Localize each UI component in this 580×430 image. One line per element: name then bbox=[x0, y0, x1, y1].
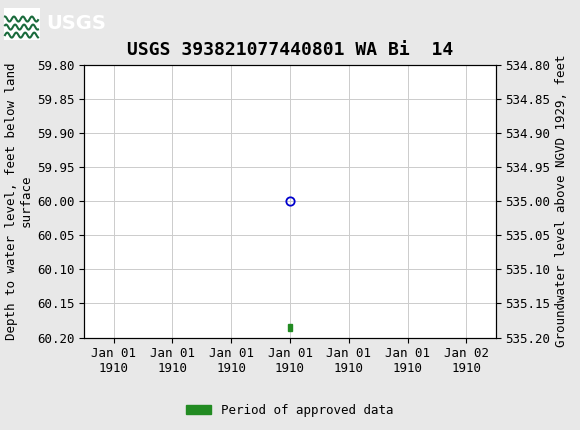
Y-axis label: Depth to water level, feet below land
surface: Depth to water level, feet below land su… bbox=[5, 62, 32, 340]
Legend: Period of approved data: Period of approved data bbox=[181, 399, 399, 421]
Text: USGS 393821077440801 WA Bi  14: USGS 393821077440801 WA Bi 14 bbox=[127, 41, 453, 59]
FancyBboxPatch shape bbox=[4, 8, 40, 40]
Y-axis label: Groundwater level above NGVD 1929, feet: Groundwater level above NGVD 1929, feet bbox=[555, 55, 568, 347]
Text: USGS: USGS bbox=[46, 14, 106, 33]
Bar bbox=[288, 323, 292, 331]
